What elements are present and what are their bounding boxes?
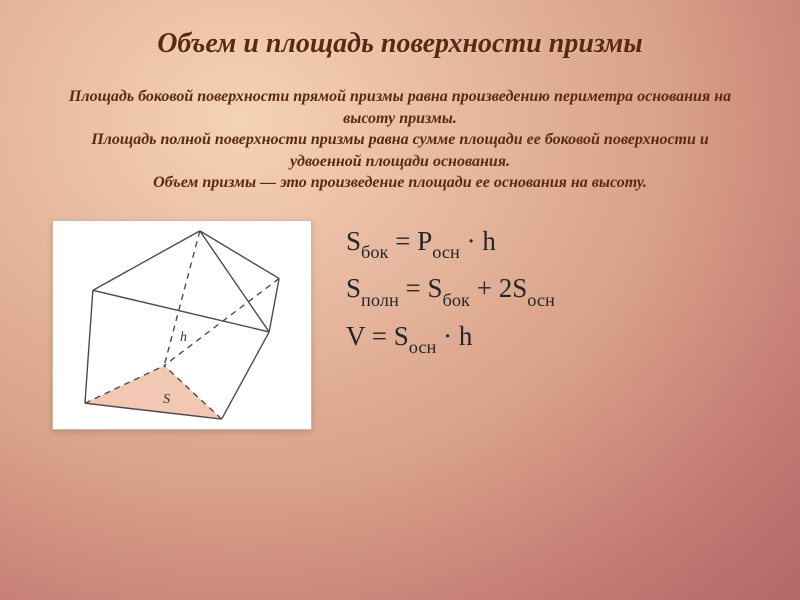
formula-2: V = Sосн · h [346,321,748,356]
svg-text:S: S [163,391,170,406]
formula-block: Sбок = Pосн · h Sполн = Sбок + 2Sосн V = S… [346,220,748,368]
lower-row: hS Sбок = Pосн · hSполн = Sбок + 2SоснV … [46,220,754,430]
svg-text:h: h [180,329,187,344]
prism-svg: hS [53,221,311,429]
prism-diagram: hS [52,220,312,430]
formula-0: Sбок = Pосн · h [346,226,748,261]
formula-1: Sполн = Sбок + 2Sосн [346,273,748,308]
slide-body: Площадь боковой поверхности прямой призм… [46,86,754,194]
slide-title: Объем и площадь поверхности призмы [46,28,754,60]
